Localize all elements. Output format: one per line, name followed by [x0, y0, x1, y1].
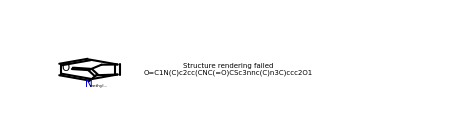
Text: Structure rendering failed
O=C1N(C)c2cc(CNC(=O)CSc3nnc(C)n3C)ccc2O1: Structure rendering failed O=C1N(C)c2cc(…	[144, 63, 313, 76]
Text: methyl...: methyl...	[90, 84, 108, 88]
Text: O: O	[61, 63, 69, 73]
Text: N: N	[85, 79, 93, 89]
